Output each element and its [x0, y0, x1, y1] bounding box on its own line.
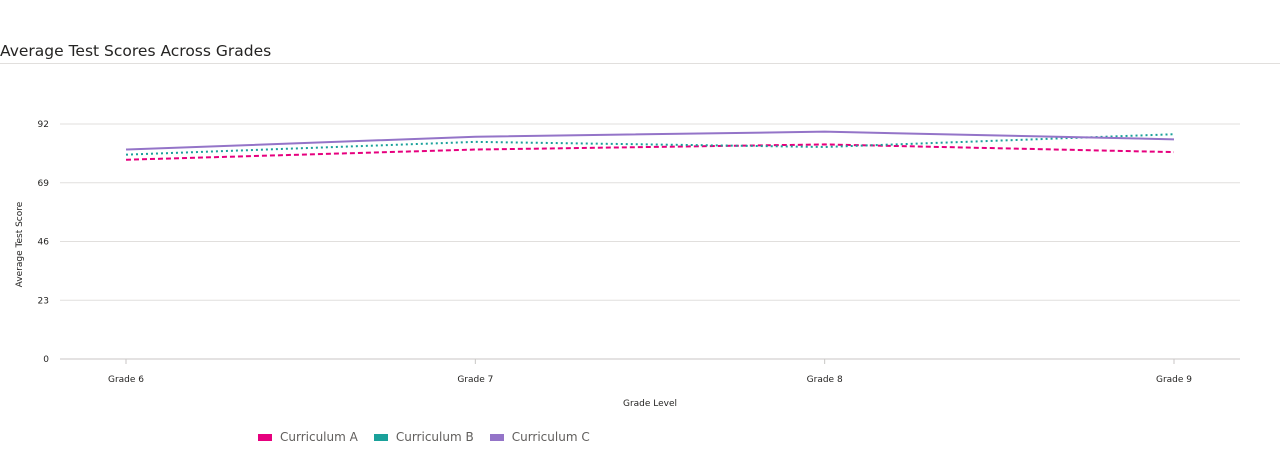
series-line-curriculum-a: [125, 143, 1175, 161]
y-tick-label: 23: [38, 296, 49, 306]
title-divider: [0, 63, 1280, 64]
legend-item-curriculum-b[interactable]: Curriculum B: [373, 430, 474, 444]
y-axis-title: Average Test Score: [15, 201, 25, 287]
legend-label: Curriculum A: [280, 430, 358, 444]
x-tick-label: Grade 7: [457, 375, 493, 385]
x-tick-label: Grade 9: [1156, 375, 1192, 385]
series-line-curriculum-c: [125, 130, 1175, 151]
legend-swatch: [489, 433, 504, 441]
y-tick-label: 46: [38, 238, 50, 248]
chart-title: Average Test Scores Across Grades: [0, 42, 272, 60]
x-tick-label: Grade 8: [807, 375, 843, 385]
legend-label: Curriculum C: [511, 430, 590, 444]
legend-item-curriculum-a[interactable]: Curriculum A: [258, 430, 358, 444]
grid-lines: [60, 123, 1240, 360]
x-tick-label: Grade 6: [108, 375, 144, 385]
chart-legend: Curriculum A Curriculum B Curriculum C: [258, 430, 590, 444]
y-axis-ticks: 0 23 46 69 92: [38, 120, 50, 365]
series-lines: [125, 130, 1175, 161]
legend-swatch: [373, 433, 388, 441]
x-axis-ticks: Grade 6 Grade 7 Grade 8 Grade 9: [108, 359, 1192, 385]
legend-label: Curriculum B: [395, 430, 474, 444]
y-tick-label: 92: [38, 120, 49, 130]
legend-item-curriculum-c[interactable]: Curriculum C: [489, 430, 590, 444]
legend-swatch: [258, 433, 272, 441]
y-tick-label: 0: [43, 355, 49, 365]
y-tick-label: 69: [38, 179, 50, 189]
x-axis-title: Grade Level: [623, 399, 677, 409]
